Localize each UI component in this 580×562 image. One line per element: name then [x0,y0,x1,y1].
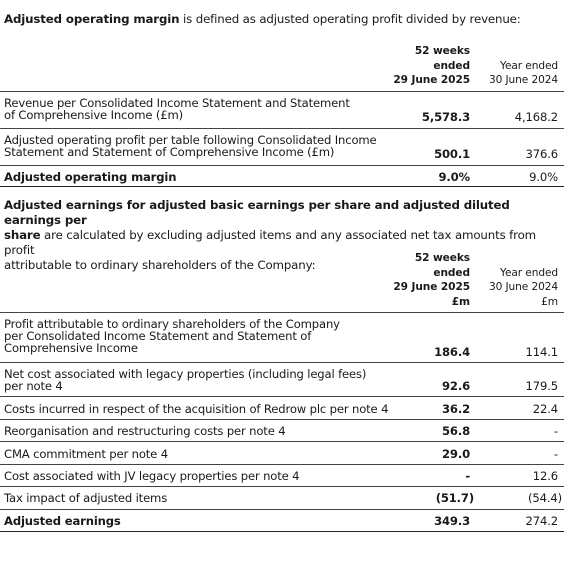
t2-header-current-line-1: 52 weeks [414,252,470,264]
t1-row-operating-profit-label: Adjusted operating profit per table foll… [4,134,384,158]
t2-row-rule [0,419,564,420]
t2-header-current: 52 weeks ended 29 June 2025 £m [393,251,470,309]
t1-row-revenue-label: Revenue per Consolidated Income Statemen… [4,97,384,121]
t2-row-tax-label: Tax impact of adjusted items [4,491,168,505]
t2-row-adjusted-earnings-current: 349.3 [434,514,470,528]
t2-row-reorganisation-label: Reorganisation and restructuring costs p… [4,424,286,438]
t2-header-prior-unit: £m [541,295,558,308]
t2-row-profit-current: 186.4 [434,345,470,359]
t2-header-current-unit: £m [451,295,470,308]
operating-margin-definition: is defined as adjusted operating profit … [179,12,521,26]
t2-row-legacy-label-line-1: Net cost associated with legacy properti… [4,367,367,381]
t1-row-operating-profit-label-line-2: Statement and Statement of Comprehensive… [4,145,335,159]
t2-header-current-line-3: 29 June 2025 [393,281,470,293]
t1-row-rule [0,128,564,129]
t1-row-revenue-current: 5,578.3 [421,110,470,124]
t1-row-margin-label: Adjusted operating margin [4,170,177,184]
adjusted-earnings-term-line-2: share [4,228,41,242]
t2-row-profit-label-line-2: per Consolidated Income Statement and St… [4,329,312,343]
t1-row-operating-profit-prior: 376.6 [525,147,559,161]
adjusted-earnings-intro: Adjusted earnings for adjusted basic ear… [4,198,559,273]
t2-row-redrow-label: Costs incurred in respect of the acquisi… [4,402,389,416]
adjusted-earnings-intro-line-2: share are calculated by excluding adjust… [4,228,559,258]
t1-header-prior-line-1: Year ended [500,59,558,72]
t2-row-reorganisation-current: 56.8 [441,424,470,438]
t2-row-rule [0,486,564,487]
t2-row-legacy-label-line-2: per note 4 [4,379,63,393]
t2-row-profit-label: Profit attributable to ordinary sharehol… [4,318,384,354]
t2-row-profit-label-line-3: Comprehensive Income [4,341,138,355]
operating-margin-intro: Adjusted operating margin is defined as … [4,12,564,27]
t2-row-adjusted-earnings-label: Adjusted earnings [4,514,121,528]
t2-header-prior-line-1: Year ended [500,266,558,279]
t1-header-prior-line-2: 30 June 2024 [488,74,558,86]
t1-row-rule [0,165,564,166]
t1-header-current-line-1: 52 weeks [414,45,470,57]
t1-header-current-line-3: 29 June 2025 [393,74,470,86]
t1-row-margin-current: 9.0% [438,170,470,184]
adjusted-earnings-term-line-1: Adjusted earnings for adjusted basic ear… [4,198,510,227]
t2-row-tax-prior: (54.4) [528,491,562,505]
t2-row-profit-label-line-1: Profit attributable to ordinary sharehol… [4,317,340,331]
t2-total-rule [0,531,564,532]
t2-row-legacy-prior: 179.5 [525,379,559,393]
t1-total-rule [0,186,564,187]
t2-header-rule [0,312,564,313]
t2-row-rule [0,396,564,397]
t2-row-adjusted-earnings-prior: 274.2 [525,514,559,528]
t1-header-prior: Year ended 30 June 2024 [489,59,558,88]
t2-row-jv-prior: 12.6 [532,469,558,483]
operating-margin-term: Adjusted operating margin [4,12,180,26]
t2-header-current-line-2: ended [433,266,470,279]
adjusted-earnings-intro-line-1: Adjusted earnings for adjusted basic ear… [4,198,559,228]
t2-header-prior: Year ended 30 June 2024 £m [489,266,558,310]
t1-header-current: 52 weeks ended 29 June 2025 [393,44,470,88]
t1-header-rule [0,91,564,92]
t1-row-revenue-label-line-1: Revenue per Consolidated Income Statemen… [4,96,350,110]
t2-row-jv-current: - [465,469,470,483]
t2-row-legacy-current: 92.6 [441,379,470,393]
t2-row-reorganisation-prior: - [553,424,558,438]
t2-row-cma-current: 29.0 [441,447,470,461]
t1-header-current-line-2: ended [433,59,470,72]
t1-row-revenue-prior: 4,168.2 [514,110,558,124]
t2-row-redrow-current: 36.2 [441,402,470,416]
t1-row-margin-prior: 9.0% [529,170,558,184]
t2-row-jv-label: Cost associated with JV legacy propertie… [4,469,300,483]
t2-row-cma-prior: - [553,447,558,461]
t1-row-revenue-label-line-2: of Comprehensive Income (£m) [4,108,183,122]
adjusted-earnings-intro-line-3: attributable to ordinary shareholders of… [4,258,316,272]
t2-row-legacy-label: Net cost associated with legacy properti… [4,368,384,392]
t2-header-prior-line-2: 30 June 2024 [488,281,558,293]
t2-row-tax-current: (51.7) [435,491,474,505]
t2-row-rule [0,362,564,363]
t2-row-profit-prior: 114.1 [525,345,559,359]
t2-row-cma-label: CMA commitment per note 4 [4,447,168,461]
t2-row-redrow-prior: 22.4 [532,402,558,416]
t2-row-rule [0,464,564,465]
t1-row-operating-profit-current: 500.1 [434,147,470,161]
t2-row-rule [0,441,564,442]
adjusted-earnings-definition: are calculated by excluding adjusted ite… [4,228,537,257]
t1-row-operating-profit-label-line-1: Adjusted operating profit per table foll… [4,133,377,147]
t2-row-rule [0,509,564,510]
